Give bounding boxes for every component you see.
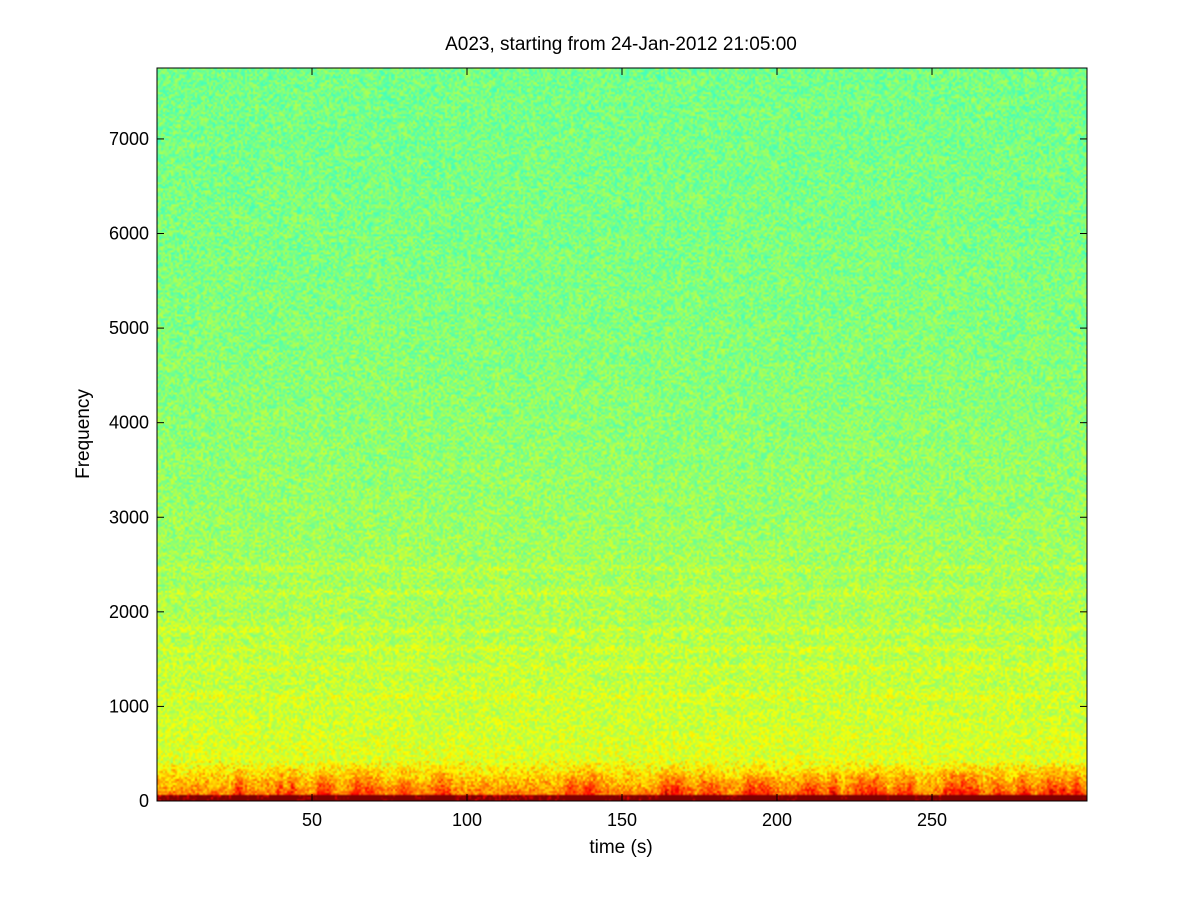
- y-tick-label: 5000: [109, 318, 149, 338]
- y-axis-ticks: 0 1000 2000 3000 4000 5000 6000 7000: [109, 129, 1087, 811]
- x-tick-label: 100: [452, 810, 482, 830]
- y-tick-label: 7000: [109, 129, 149, 149]
- plot-area: [156, 67, 1088, 802]
- chart-title: A023, starting from 24-Jan-2012 21:05:00: [445, 34, 797, 55]
- x-tick-label: 150: [607, 810, 637, 830]
- y-tick-label: 2000: [109, 602, 149, 622]
- y-axis-label: Frequency: [73, 389, 94, 479]
- x-tick-label: 200: [762, 810, 792, 830]
- y-tick-label: 4000: [109, 413, 149, 433]
- x-axis-label: time (s): [589, 837, 652, 858]
- x-tick-label: 50: [302, 810, 322, 830]
- spectrogram-heatmap: [157, 68, 1087, 801]
- y-tick-label: 0: [139, 791, 149, 811]
- x-tick-label: 250: [917, 810, 947, 830]
- y-tick-label: 6000: [109, 224, 149, 244]
- x-axis-ticks: 50 100 150 200 250: [302, 68, 947, 830]
- y-tick-label: 3000: [109, 507, 149, 527]
- y-tick-label: 1000: [109, 696, 149, 716]
